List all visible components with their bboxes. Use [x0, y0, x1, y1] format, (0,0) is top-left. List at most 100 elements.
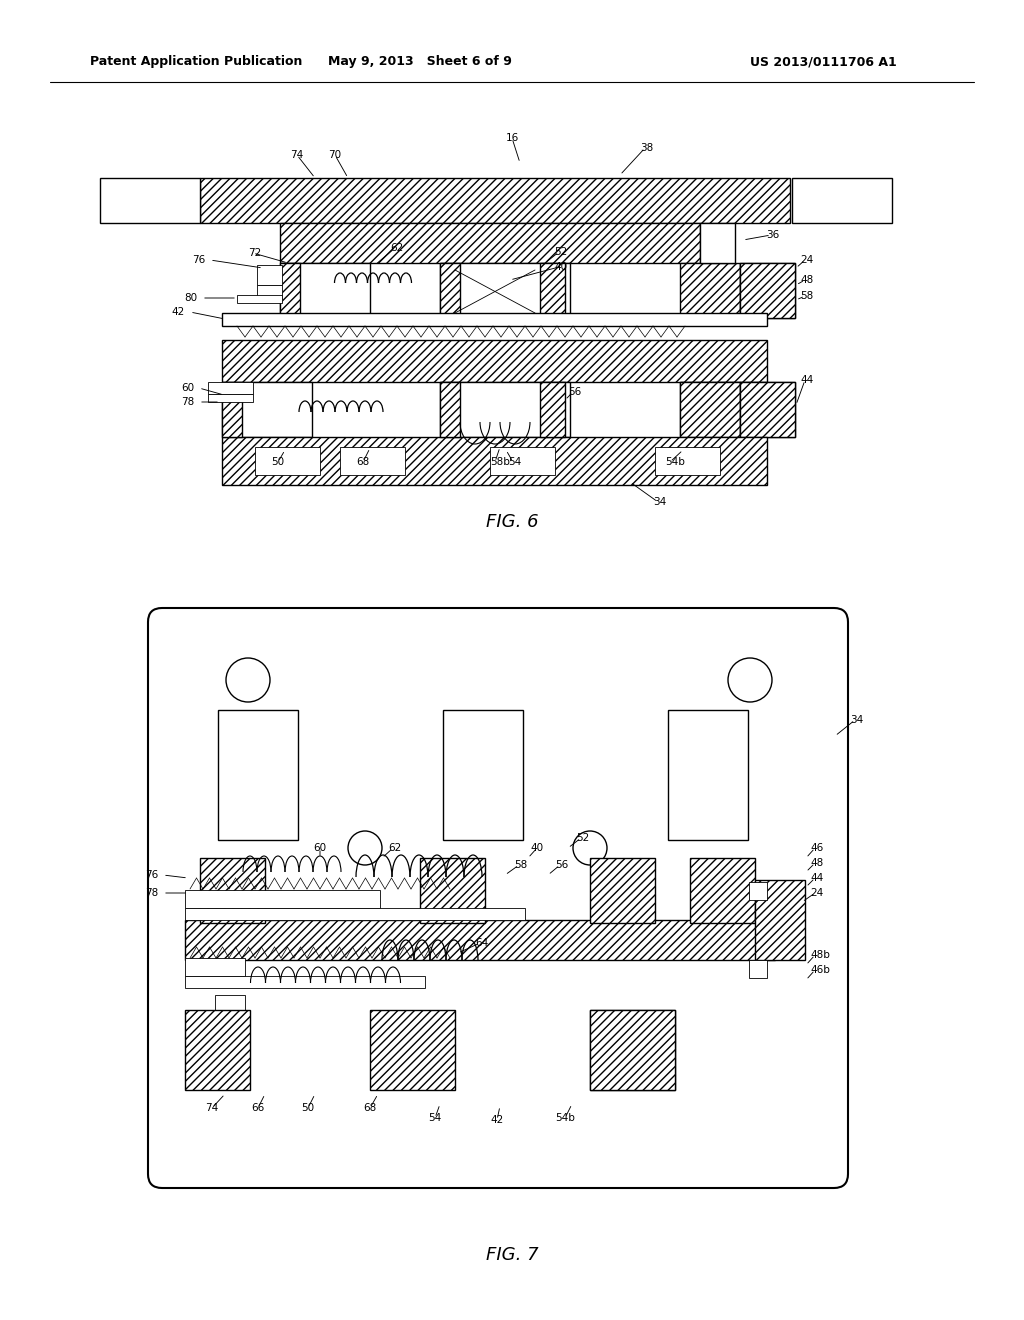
Bar: [420, 858, 485, 923]
Bar: [185, 1010, 250, 1090]
Bar: [255, 447, 319, 475]
Text: 74: 74: [206, 1104, 219, 1113]
Bar: [540, 263, 565, 318]
Text: 60: 60: [313, 843, 327, 853]
Bar: [100, 178, 200, 223]
Bar: [655, 447, 720, 475]
FancyBboxPatch shape: [148, 609, 848, 1188]
Bar: [440, 381, 570, 437]
Text: 60: 60: [181, 383, 194, 393]
Bar: [257, 285, 282, 300]
Bar: [740, 381, 795, 437]
Bar: [440, 263, 460, 318]
Text: 36: 36: [766, 230, 779, 240]
Bar: [200, 858, 265, 923]
Text: 56: 56: [555, 861, 568, 870]
Text: 34: 34: [850, 715, 863, 725]
Bar: [215, 995, 245, 1026]
Text: 48: 48: [810, 858, 823, 869]
Text: 72: 72: [248, 248, 261, 257]
Text: FIG. 6: FIG. 6: [485, 513, 539, 531]
Bar: [280, 263, 370, 318]
Text: 74: 74: [291, 150, 304, 160]
Bar: [222, 437, 767, 484]
Bar: [185, 908, 525, 920]
Bar: [680, 381, 740, 437]
Text: 56: 56: [568, 387, 582, 397]
Text: 40: 40: [554, 261, 567, 272]
Text: 24: 24: [810, 888, 823, 898]
Bar: [440, 381, 460, 437]
Text: 54: 54: [428, 1113, 441, 1123]
Text: 44: 44: [800, 375, 813, 385]
Text: 76: 76: [191, 255, 205, 265]
Text: 70: 70: [329, 150, 342, 160]
Text: 24: 24: [800, 255, 813, 265]
Bar: [755, 880, 805, 960]
Text: 48: 48: [800, 275, 813, 285]
Text: 58b: 58b: [490, 457, 510, 467]
Bar: [680, 381, 740, 437]
Text: 38: 38: [640, 143, 653, 153]
Bar: [222, 313, 767, 326]
Bar: [590, 1010, 675, 1090]
Bar: [257, 265, 282, 285]
Text: 34: 34: [653, 498, 667, 507]
Bar: [185, 890, 380, 908]
Circle shape: [573, 832, 607, 865]
Bar: [440, 263, 570, 318]
Bar: [200, 178, 790, 223]
Text: 58: 58: [800, 290, 813, 301]
Text: 66: 66: [251, 1104, 264, 1113]
Bar: [740, 381, 795, 437]
Text: 54b: 54b: [555, 1113, 574, 1123]
Bar: [443, 710, 523, 840]
Circle shape: [348, 832, 382, 865]
Bar: [680, 263, 740, 318]
Bar: [370, 1010, 455, 1090]
Text: 62: 62: [390, 243, 403, 253]
Bar: [280, 223, 700, 263]
Bar: [668, 710, 748, 840]
Text: 42: 42: [172, 308, 185, 317]
Bar: [222, 381, 312, 437]
Bar: [208, 381, 253, 393]
Text: 64: 64: [475, 939, 488, 948]
Text: 46: 46: [810, 843, 823, 853]
Circle shape: [728, 657, 772, 702]
Text: 68: 68: [364, 1104, 377, 1113]
Bar: [700, 223, 735, 263]
Text: May 9, 2013   Sheet 6 of 9: May 9, 2013 Sheet 6 of 9: [328, 55, 512, 69]
Bar: [590, 1010, 675, 1090]
Text: 62: 62: [388, 843, 401, 853]
Text: 54b: 54b: [665, 457, 685, 467]
Text: Patent Application Publication: Patent Application Publication: [90, 55, 302, 69]
Text: FIG. 7: FIG. 7: [485, 1246, 539, 1265]
Text: 80: 80: [184, 293, 197, 304]
Bar: [340, 447, 406, 475]
Bar: [280, 263, 300, 318]
Text: 46b: 46b: [810, 965, 829, 975]
Text: 54: 54: [508, 457, 521, 467]
Text: 40: 40: [530, 843, 544, 853]
Bar: [740, 263, 795, 318]
Text: 48b: 48b: [810, 950, 829, 960]
Text: 52: 52: [554, 247, 567, 257]
Text: 42: 42: [490, 1115, 504, 1125]
Text: 50: 50: [271, 457, 285, 467]
Circle shape: [226, 657, 270, 702]
Bar: [185, 975, 425, 987]
Bar: [218, 710, 298, 840]
Text: 78: 78: [144, 888, 158, 898]
Text: 44: 44: [810, 873, 823, 883]
Text: 50: 50: [301, 1104, 314, 1113]
Bar: [222, 381, 242, 437]
Text: 16: 16: [506, 133, 518, 143]
Bar: [237, 294, 282, 304]
Text: 58: 58: [514, 861, 527, 870]
Bar: [792, 178, 892, 223]
Text: 76: 76: [144, 870, 158, 880]
Bar: [690, 858, 755, 923]
Bar: [749, 960, 767, 978]
Bar: [185, 920, 775, 960]
